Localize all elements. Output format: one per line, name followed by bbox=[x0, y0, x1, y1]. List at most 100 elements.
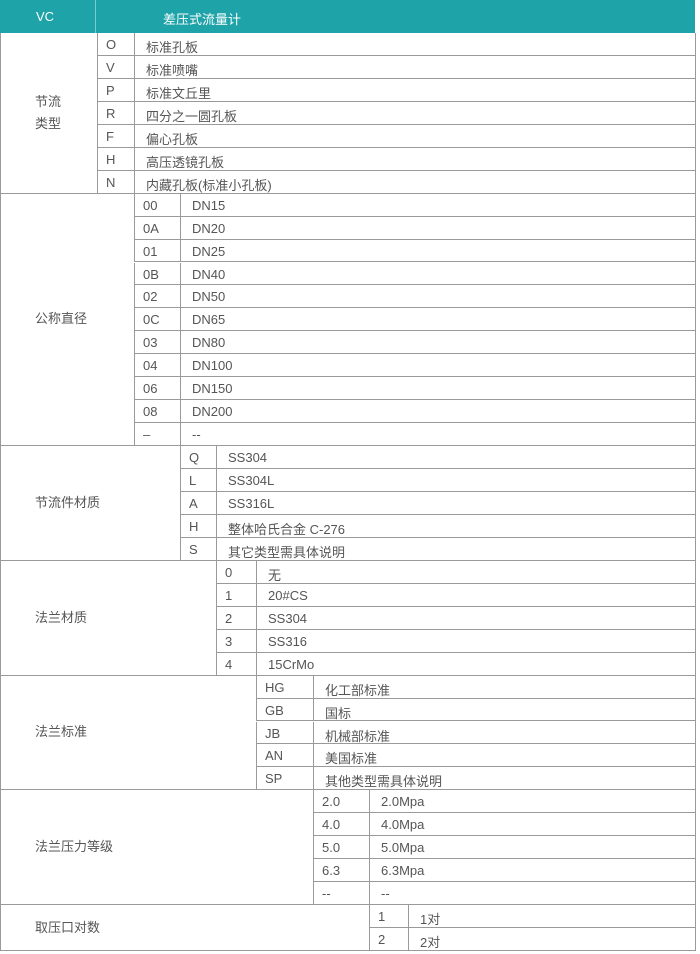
option-description: -- bbox=[381, 886, 390, 902]
section-label-cell: 法兰材质 bbox=[0, 560, 216, 676]
option-description: DN150 bbox=[192, 381, 233, 397]
option-description-cell: SS304 bbox=[216, 446, 695, 470]
option-description-cell: SS304L bbox=[216, 469, 695, 492]
option-description-cell: 5.0Mpa bbox=[369, 836, 695, 860]
option-code: H bbox=[189, 518, 199, 534]
option-code-cell: JB bbox=[256, 721, 313, 745]
table-right-border bbox=[695, 33, 696, 951]
option-code-cell: SP bbox=[256, 767, 313, 791]
option-code-cell: L bbox=[180, 469, 216, 492]
option-description: 2.0Mpa bbox=[381, 794, 425, 810]
option-code: 0B bbox=[143, 266, 159, 282]
option-description: 美国标准 bbox=[325, 751, 378, 767]
option-description-cell: -- bbox=[180, 423, 695, 447]
option-code-cell: R bbox=[97, 101, 134, 125]
option-description: DN20 bbox=[192, 220, 226, 236]
option-description-cell: 无 bbox=[256, 560, 695, 584]
option-code-cell: O bbox=[97, 33, 134, 56]
option-code: 2.0 bbox=[322, 794, 341, 810]
option-code: S bbox=[189, 541, 198, 557]
option-description: DN15 bbox=[192, 197, 226, 213]
option-code-cell: HG bbox=[256, 675, 313, 699]
option-description: DN40 bbox=[192, 266, 226, 282]
option-description: 4.0Mpa bbox=[381, 817, 425, 833]
option-description: 20#CS bbox=[268, 587, 308, 603]
option-description-cell: DN40 bbox=[180, 262, 695, 286]
option-description: DN65 bbox=[192, 312, 226, 328]
option-description: 化工部标准 bbox=[325, 682, 391, 698]
option-description-cell: 内藏孔板(标准小孔板) bbox=[134, 170, 695, 194]
option-code: 08 bbox=[143, 404, 158, 420]
option-code-cell: GB bbox=[256, 698, 313, 722]
option-code: 2 bbox=[225, 610, 233, 626]
option-code-cell: Q bbox=[180, 446, 216, 470]
option-description-cell: DN200 bbox=[180, 400, 695, 424]
option-code-cell: AN bbox=[256, 744, 313, 768]
table-header: VC 差压式流量计 bbox=[0, 0, 695, 33]
option-description: 6.3Mpa bbox=[381, 863, 425, 879]
option-code: A bbox=[189, 496, 198, 511]
option-description: 1对 bbox=[420, 912, 441, 928]
option-description-cell: DN15 bbox=[180, 193, 695, 217]
section-label-cell: 法兰压力等级 bbox=[0, 790, 313, 906]
section-label: 节流 类型 bbox=[35, 91, 61, 135]
option-code: 0C bbox=[143, 312, 160, 328]
section-label: 取压口对数 bbox=[35, 917, 100, 939]
option-description-cell: 其他类型需具体说明 bbox=[313, 767, 695, 791]
option-code: 1 bbox=[378, 909, 386, 925]
section-label-line: 取压口对数 bbox=[35, 919, 101, 935]
section-label: 节流件材质 bbox=[35, 492, 100, 514]
option-code: 4 bbox=[225, 656, 233, 672]
option-code-cell: A bbox=[180, 492, 216, 515]
section-label: 法兰压力等级 bbox=[35, 836, 113, 858]
option-description: 内藏孔板(标准小孔板) bbox=[146, 177, 272, 193]
option-description-cell: SS316L bbox=[216, 492, 695, 515]
option-code: 03 bbox=[143, 335, 158, 351]
section-label: 公称直径 bbox=[35, 308, 87, 330]
option-code-cell: – bbox=[134, 423, 180, 447]
option-code-cell: 0 bbox=[216, 560, 256, 584]
option-code-cell: 08 bbox=[134, 400, 180, 424]
option-description: DN200 bbox=[192, 404, 233, 420]
option-code-cell: 0C bbox=[134, 308, 180, 332]
option-code-cell: 4 bbox=[216, 652, 256, 676]
option-description-cell: 高压透镜孔板 bbox=[134, 147, 695, 171]
option-description: 标准文丘里 bbox=[146, 85, 212, 101]
option-code: SP bbox=[265, 771, 283, 787]
option-description: 机械部标准 bbox=[325, 728, 391, 744]
option-description: 无 bbox=[268, 567, 282, 583]
option-code-cell: 01 bbox=[134, 239, 180, 263]
option-code-cell: 06 bbox=[134, 377, 180, 401]
option-code: P bbox=[106, 82, 115, 98]
option-code-cell: 2.0 bbox=[313, 790, 369, 814]
option-code-cell: 2 bbox=[216, 606, 256, 630]
option-description-cell: 其它类型需具体说明 bbox=[216, 537, 695, 561]
option-description-cell: 4.0Mpa bbox=[369, 813, 695, 837]
option-description-cell: 15CrMo bbox=[256, 652, 695, 676]
option-description: DN25 bbox=[192, 243, 226, 259]
section-label-cell: 取压口对数 bbox=[0, 905, 369, 951]
option-code: 06 bbox=[143, 381, 158, 397]
option-description-cell: DN20 bbox=[180, 216, 695, 240]
option-description-cell: SS304 bbox=[256, 606, 695, 630]
option-description-cell: 20#CS bbox=[256, 583, 695, 607]
option-code: L bbox=[189, 473, 197, 489]
option-description: 标准喷嘴 bbox=[146, 62, 199, 78]
option-code-cell: 04 bbox=[134, 354, 180, 378]
option-description: 四分之一圆孔板 bbox=[146, 108, 238, 124]
option-description: DN80 bbox=[192, 335, 226, 351]
option-code: GB bbox=[265, 702, 284, 718]
option-description-cell: 化工部标准 bbox=[313, 675, 695, 699]
option-code-cell: 3 bbox=[216, 629, 256, 653]
section-label-line: 法兰材质 bbox=[35, 609, 88, 625]
option-description-cell: 美国标准 bbox=[313, 744, 695, 768]
section-label-line: 类型 bbox=[35, 115, 62, 131]
option-code: HG bbox=[265, 679, 285, 695]
option-description-cell: DN50 bbox=[180, 285, 695, 309]
option-description-cell: DN80 bbox=[180, 331, 695, 355]
header-code-cell: VC bbox=[0, 0, 96, 33]
option-code: 5.0 bbox=[322, 840, 341, 856]
option-code-cell: 1 bbox=[216, 583, 256, 607]
option-description: SS316 bbox=[268, 633, 308, 649]
option-description: -- bbox=[192, 427, 201, 443]
